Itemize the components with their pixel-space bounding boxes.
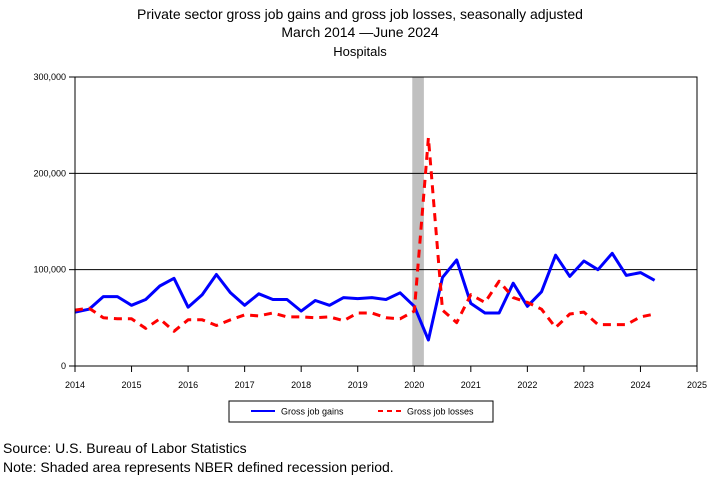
axes: 0 100,000 200,000 300,000 2014 2015 2016 2017 20… bbox=[33, 72, 707, 390]
legend-label-gross-job-gains: Gross job gains bbox=[281, 407, 344, 417]
x-tick-label: 2025 bbox=[687, 380, 707, 390]
series-line-gross-job-losses bbox=[74, 136, 655, 333]
x-tick-label: 2024 bbox=[630, 380, 650, 390]
chart-title: Private sector gross job gains and gross… bbox=[137, 6, 583, 22]
x-tick-label: 2022 bbox=[517, 380, 537, 390]
legend-box bbox=[228, 400, 494, 423]
recession-shading bbox=[412, 77, 424, 366]
x-tick-label: 2016 bbox=[178, 380, 198, 390]
x-tick-label: 2021 bbox=[461, 380, 481, 390]
chart-subtitle-date-range: March 2014 —June 2024 bbox=[281, 24, 439, 40]
series-lines bbox=[74, 136, 656, 342]
chart-subtitle-industry: Hospitals bbox=[333, 44, 387, 59]
y-tick-label: 200,000 bbox=[33, 168, 66, 178]
x-tick-label: 2020 bbox=[404, 380, 424, 390]
x-tick-label: 2023 bbox=[574, 380, 594, 390]
legend: Gross job gains Gross job losses bbox=[228, 400, 494, 423]
recession-note: Note: Shaded area represents NBER define… bbox=[3, 459, 394, 475]
x-tick-label: 2015 bbox=[122, 380, 142, 390]
gridlines bbox=[75, 172, 697, 271]
x-tick-label: 2018 bbox=[291, 380, 311, 390]
legend-label-gross-job-losses: Gross job losses bbox=[407, 407, 474, 417]
source-note: Source: U.S. Bureau of Labor Statistics bbox=[3, 440, 247, 456]
y-tick-label: 300,000 bbox=[33, 72, 66, 82]
x-tick-label: 2019 bbox=[348, 380, 368, 390]
recession-shading-layer bbox=[412, 77, 424, 366]
series-line-gross-job-gains bbox=[74, 251, 656, 342]
y-tick-label: 100,000 bbox=[33, 265, 66, 275]
plot-frame bbox=[74, 76, 698, 367]
x-tick-label: 2014 bbox=[65, 380, 85, 390]
x-tick-label: 2017 bbox=[235, 380, 255, 390]
y-tick-label: 0 bbox=[61, 361, 66, 371]
